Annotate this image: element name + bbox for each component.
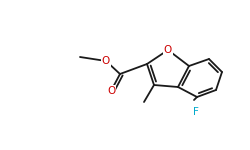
Text: F: F	[193, 107, 199, 117]
Text: O: O	[107, 86, 115, 96]
Text: O: O	[164, 45, 172, 55]
Text: O: O	[102, 56, 110, 66]
